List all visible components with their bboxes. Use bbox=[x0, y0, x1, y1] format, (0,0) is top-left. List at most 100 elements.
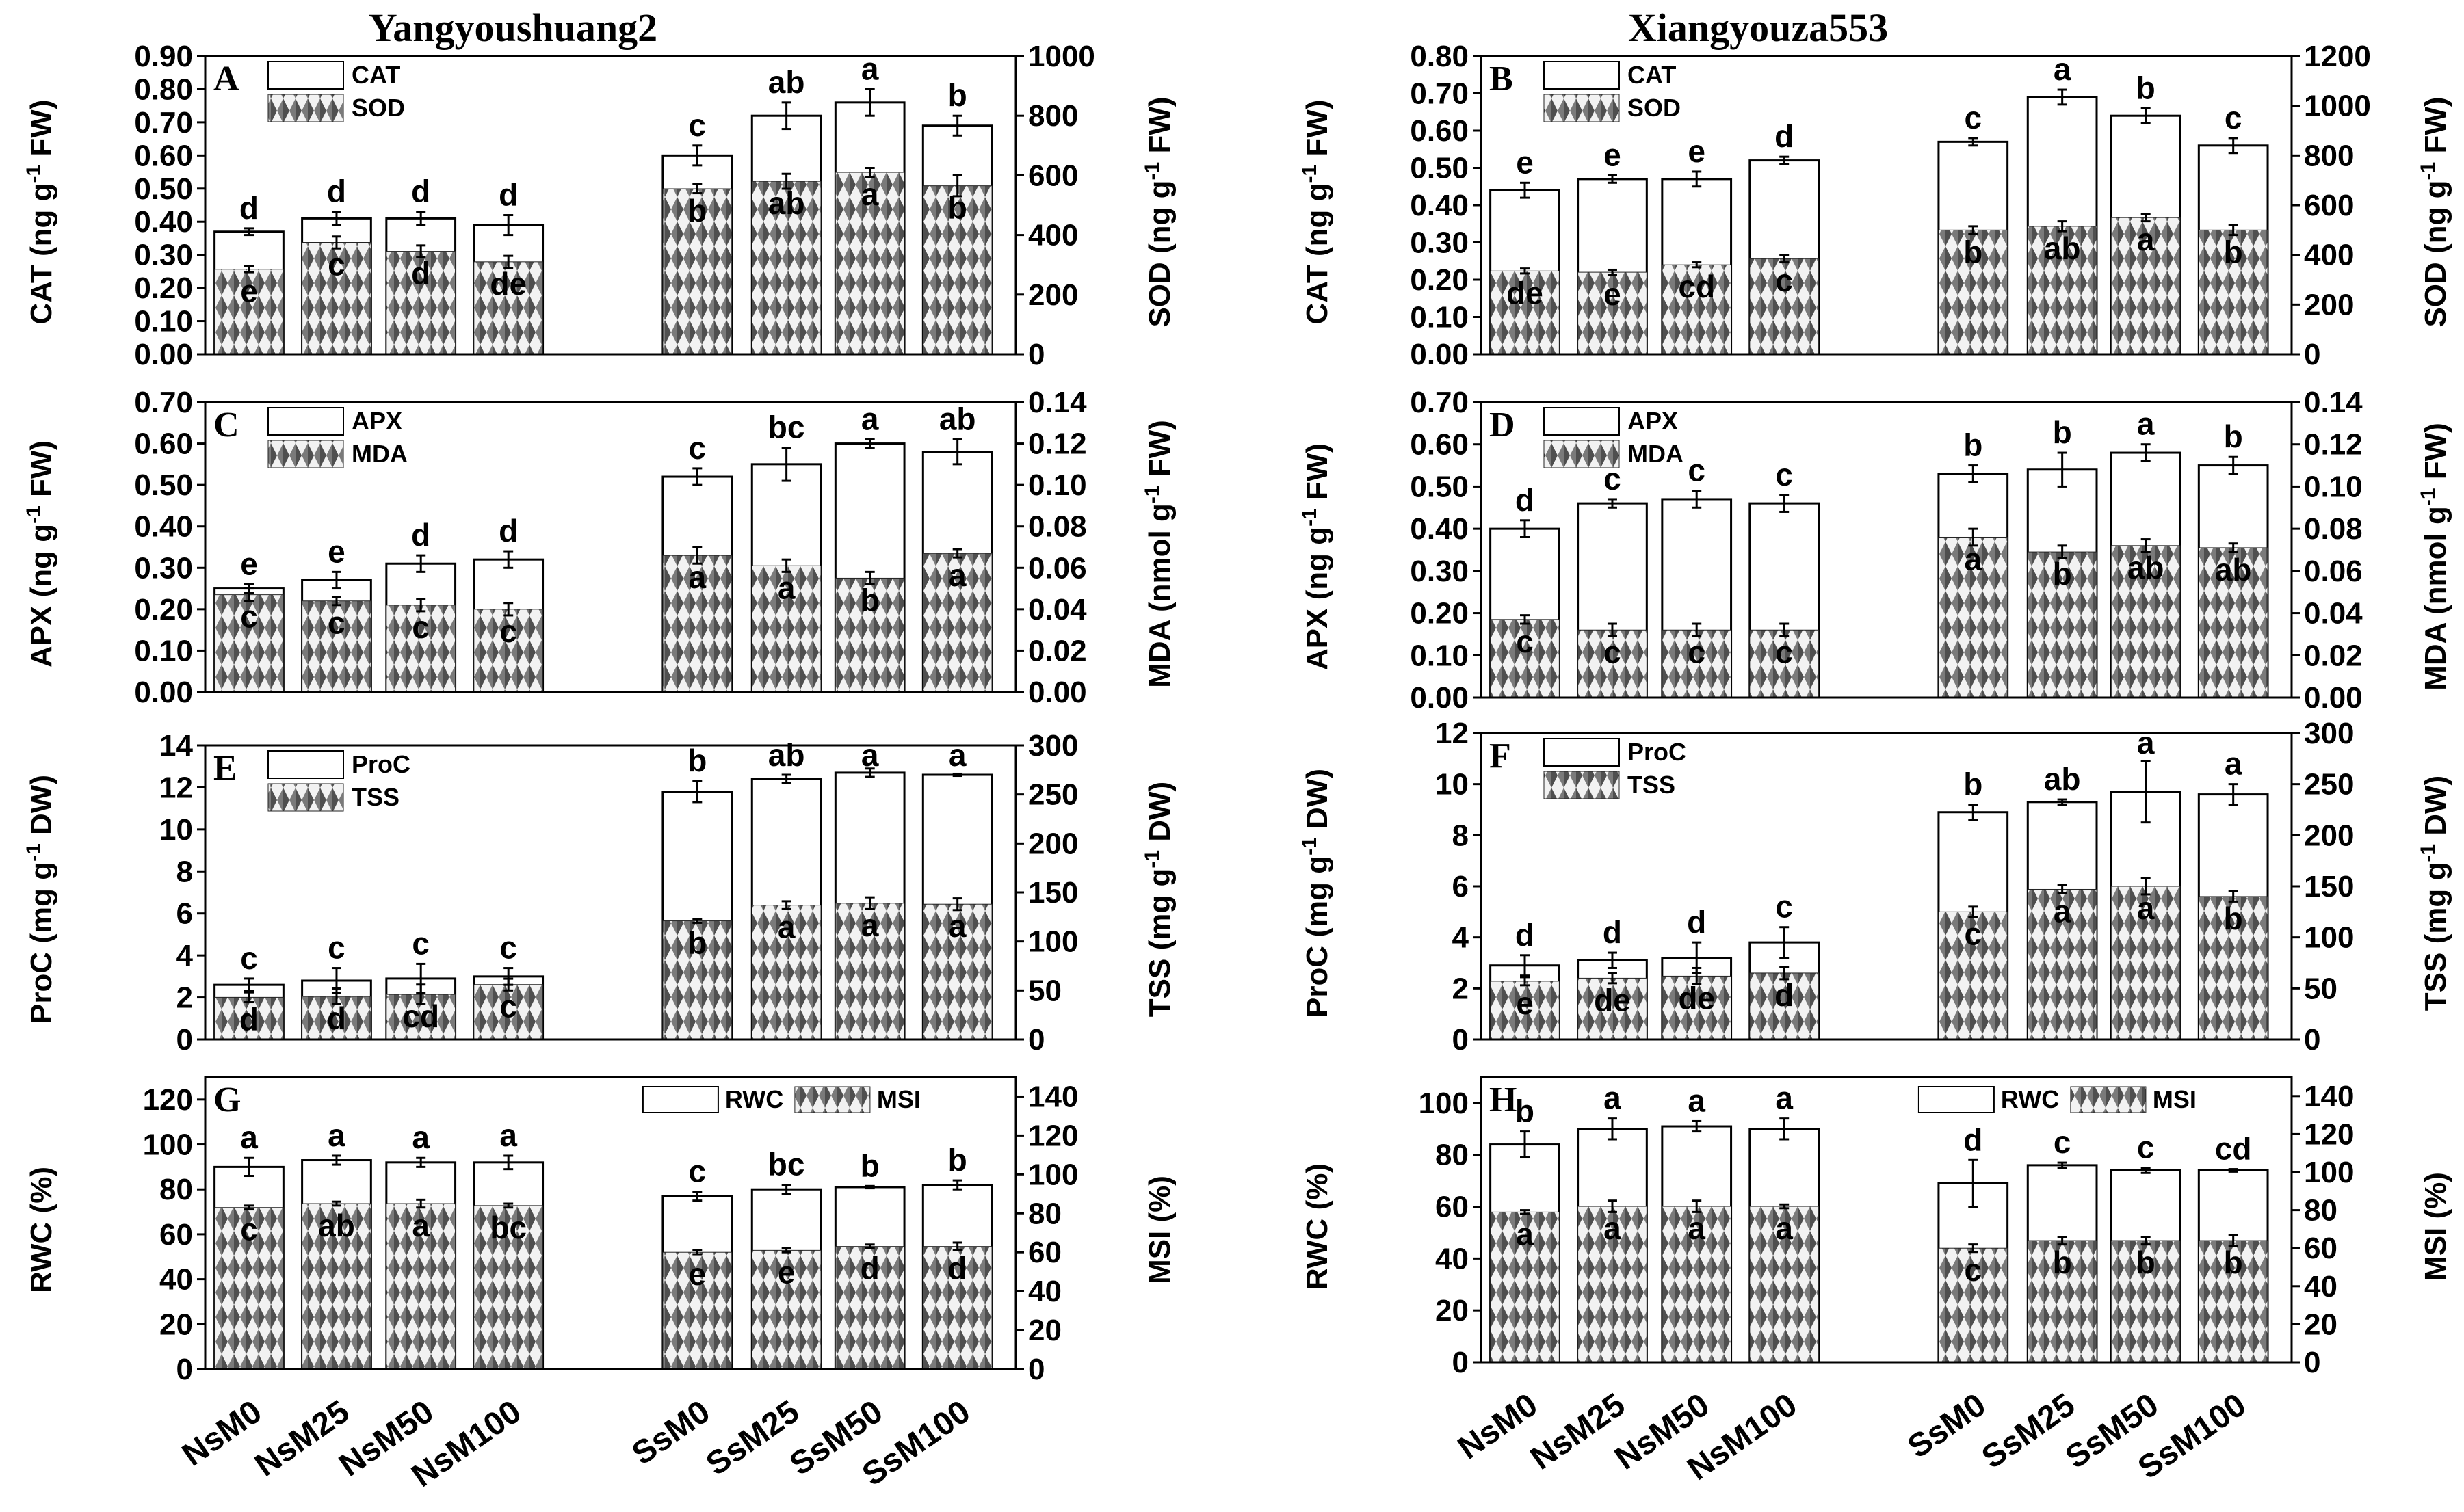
y-tick-label-left: 80 bbox=[1435, 1139, 1469, 1172]
panel-letter: E bbox=[213, 749, 237, 788]
significance-letter-mda: c bbox=[328, 605, 345, 641]
significance-letter-apx: d bbox=[499, 513, 518, 548]
y-tick-label-left: 10 bbox=[159, 813, 193, 847]
y-tick-label-left: 0.80 bbox=[134, 72, 193, 106]
significance-letter-sod: e bbox=[1603, 276, 1621, 312]
y-axis-label-right: MSI (%) bbox=[1143, 1176, 1177, 1284]
y-tick-label-right: 0.12 bbox=[1028, 427, 1087, 461]
y-tick-label-right: 0.06 bbox=[2304, 555, 2363, 588]
y-tick-label-right: 80 bbox=[1028, 1197, 1062, 1230]
significance-letter-sod: b bbox=[1963, 234, 1982, 269]
y-tick-label-left: 100 bbox=[143, 1128, 193, 1162]
significance-letter-mda: c bbox=[1688, 634, 1705, 669]
y-axis-label-right: MSI (%) bbox=[2419, 1172, 2452, 1281]
panel-letter: A bbox=[213, 59, 239, 98]
significance-letter-sod: c bbox=[328, 247, 345, 282]
y-tick-label-right: 0.10 bbox=[1028, 468, 1087, 502]
significance-letter-tss: a bbox=[2137, 890, 2155, 926]
significance-letter-rwc: a bbox=[499, 1117, 517, 1153]
y-tick-label-left: 0.10 bbox=[1410, 639, 1469, 672]
y-tick-label-right: 0.00 bbox=[2304, 681, 2363, 715]
column-title-left: Yangyoushuang2 bbox=[369, 5, 657, 50]
significance-letter-msi: b bbox=[2136, 1245, 2155, 1280]
significance-letter-tss: d bbox=[1774, 977, 1794, 1013]
y-tick-label-left: 0.30 bbox=[1410, 555, 1469, 588]
x-tick-label: NsM25 bbox=[1524, 1387, 1631, 1477]
y-tick-label-left: 0.50 bbox=[1410, 470, 1469, 503]
legend-label: CAT bbox=[1627, 61, 1676, 89]
y-tick-label-right: 600 bbox=[2304, 189, 2354, 222]
bar-msi bbox=[214, 1207, 284, 1370]
significance-letter-mda: c bbox=[499, 613, 517, 649]
significance-letter-rwc: a bbox=[1775, 1080, 1793, 1116]
significance-letter-cat: a bbox=[2054, 51, 2071, 87]
y-tick-label-left: 0.80 bbox=[1410, 40, 1469, 73]
x-tick-label: SsM25 bbox=[1976, 1387, 2082, 1476]
column-title-right: Xiangyouza553 bbox=[1628, 5, 1888, 50]
significance-letter-cat: e bbox=[1603, 137, 1621, 172]
bar-msi bbox=[2110, 1240, 2181, 1363]
significance-letter-proc: ab bbox=[768, 737, 805, 773]
y-tick-label-right: 0 bbox=[1028, 338, 1045, 371]
bar-tss bbox=[1749, 972, 1820, 1040]
x-tick-label: SsM0 bbox=[625, 1394, 716, 1472]
significance-letter-proc: c bbox=[1775, 889, 1793, 925]
legend-swatch-cat bbox=[267, 61, 344, 90]
significance-letter-msi: ab bbox=[318, 1208, 355, 1243]
significance-letter-proc: d bbox=[1515, 917, 1534, 953]
significance-letter-sod: ab bbox=[2044, 230, 2081, 266]
y-axis-label-left: ProC (mg g-1 DW) bbox=[1298, 769, 1334, 1018]
y-tick-label-left: 0.70 bbox=[1410, 77, 1469, 111]
bar-tss bbox=[2027, 888, 2097, 1040]
significance-letter-proc: a bbox=[949, 737, 967, 773]
significance-letter-sod: a bbox=[861, 176, 879, 212]
significance-letter-mda: c bbox=[412, 609, 430, 645]
significance-letter-proc: a bbox=[2137, 725, 2155, 760]
legend-label: SOD bbox=[1627, 94, 1681, 122]
panel-H: b a a a a a a a d c c b c b cd b 0 20 40 60 80 100 0 20 40 60 80 10… bbox=[1419, 1076, 2354, 1487]
significance-letter-rwc: a bbox=[1603, 1080, 1621, 1116]
y-tick-label-left: 20 bbox=[1435, 1294, 1469, 1327]
y-tick-label-right: 0.14 bbox=[1028, 386, 1087, 419]
significance-letter-mda: a bbox=[1964, 541, 1982, 576]
y-tick-label-right: 20 bbox=[2304, 1308, 2337, 1341]
legend-swatch-mda bbox=[267, 440, 344, 468]
significance-letter-rwc: a bbox=[240, 1119, 258, 1155]
y-axis-label-right: SOD (ng g-1 FW) bbox=[1141, 96, 1177, 327]
bar-msi bbox=[1490, 1211, 1560, 1363]
bar-msi bbox=[1662, 1206, 1732, 1363]
x-tick-label: SsM25 bbox=[700, 1394, 806, 1483]
y-tick-label-right: 140 bbox=[1028, 1080, 1078, 1113]
y-tick-label-left: 0.00 bbox=[1410, 681, 1469, 715]
panel-D: dcccccccbabbaabbab0.000.100.200.300.400.… bbox=[1410, 386, 2363, 715]
significance-letter-msi: a bbox=[1775, 1210, 1793, 1246]
legend-swatch-cat bbox=[1543, 61, 1620, 90]
bar-msi bbox=[835, 1246, 905, 1370]
y-axis-label-right: TSS (mg g-1 DW) bbox=[1141, 782, 1177, 1017]
y-tick-label-right: 0.04 bbox=[1028, 593, 1087, 626]
y-tick-label-right: 100 bbox=[1028, 925, 1078, 959]
y-tick-label-right: 300 bbox=[1028, 729, 1078, 762]
significance-letter-msi: a bbox=[1516, 1216, 1534, 1251]
significance-letter-tss: a bbox=[2054, 893, 2071, 929]
significance-letter-apx: b bbox=[2053, 414, 2072, 450]
y-tick-label-left: 4 bbox=[176, 939, 194, 972]
significance-letter-msi: d bbox=[948, 1251, 967, 1286]
y-tick-label-right: 0.02 bbox=[2304, 639, 2363, 672]
significance-letter-rwc: b bbox=[948, 1142, 967, 1178]
significance-letter-rwc: a bbox=[328, 1117, 345, 1153]
significance-letter-msi: c bbox=[240, 1212, 258, 1247]
legend-label: RWC bbox=[725, 1085, 783, 1113]
panel-letter: H bbox=[1489, 1080, 1517, 1119]
plot-frame bbox=[1480, 1076, 2293, 1364]
bar-tss bbox=[214, 996, 284, 1040]
significance-letter-sod: b bbox=[687, 193, 707, 228]
significance-letter-rwc: a bbox=[1688, 1083, 1705, 1118]
y-tick-label-right: 0.00 bbox=[1028, 676, 1087, 709]
panel-F: deddeddecdbcabaaaab024681012050100150200… bbox=[1435, 717, 2354, 1057]
y-tick-label-right: 0.08 bbox=[1028, 510, 1087, 544]
y-axis-label-left: APX (ng g-1 FW) bbox=[23, 440, 58, 667]
significance-letter-mda: a bbox=[688, 559, 706, 595]
bar-mda bbox=[835, 577, 905, 693]
